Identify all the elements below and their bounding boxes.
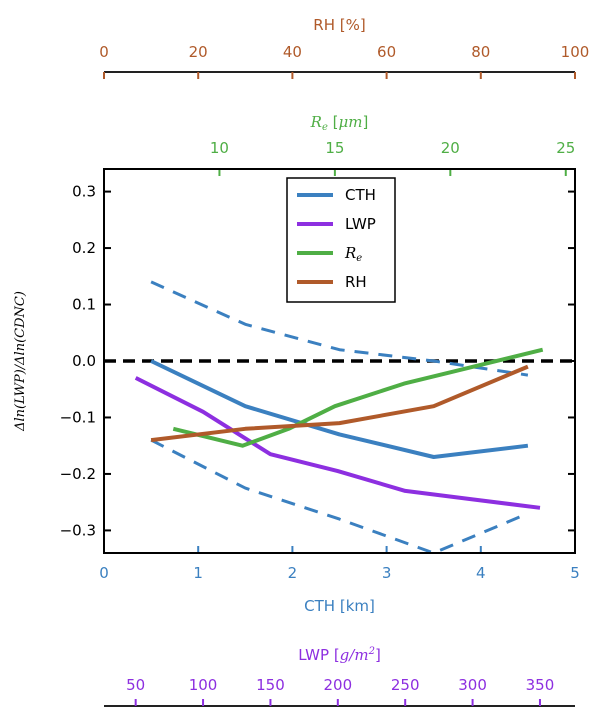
- rh-tick-label: 80: [471, 43, 490, 61]
- cth-tick-label: 4: [476, 564, 486, 582]
- lwp-axis: 50 100 150 200 250 300 350 LWP [g/m2]: [104, 646, 575, 707]
- series-r-e-line: [172, 347, 544, 448]
- re-axis-title: Re [μm]: [310, 113, 369, 133]
- legend-label-lwp: LWP: [345, 215, 376, 233]
- cth-tick-label: 2: [288, 564, 298, 582]
- series-rh-line: [150, 364, 529, 443]
- cth-tick-label: 3: [382, 564, 392, 582]
- y-axis-title: Δln(LWP)/Δln(CDNC): [13, 291, 28, 432]
- re-tick-label: 10: [210, 139, 229, 157]
- re-tick-label: 25: [556, 139, 575, 157]
- y-tick-label: 0.2: [72, 239, 96, 257]
- cth-tick-label: 0: [99, 564, 109, 582]
- legend-label-re: Re: [344, 244, 362, 264]
- lwp-axis-title: LWP [g/m2]: [298, 646, 381, 664]
- axes-layer: 0 20 40 60 80 100 RH [%] 10 15 20 25 Re [μm] 0 1 2 3 4 5 C…: [13, 16, 589, 707]
- series-cth-upper-line: [150, 280, 529, 377]
- legend-label-rh: RH: [345, 273, 367, 291]
- series-layer: [104, 280, 575, 555]
- lwp-tick-label: 350: [526, 676, 555, 694]
- rh-tick-label: 0: [99, 43, 109, 61]
- rh-tick-label: 20: [189, 43, 208, 61]
- rh-tick-label: 100: [561, 43, 590, 61]
- rh-tick-label: 60: [377, 43, 396, 61]
- cth-tick-label: 1: [193, 564, 203, 582]
- lwp-tick-label: 100: [189, 676, 218, 694]
- y-tick-label: −0.2: [60, 465, 96, 483]
- cth-tick-label: 5: [570, 564, 580, 582]
- rh-axis: 0 20 40 60 80 100 RH [%]: [99, 16, 589, 79]
- cth-axis-title: CTH [km]: [304, 597, 375, 615]
- series-cth-line: [150, 359, 529, 459]
- series-lwp-line: [134, 376, 541, 510]
- lwp-tick-label: 50: [126, 676, 145, 694]
- lwp-tick-label: 250: [391, 676, 420, 694]
- y-tick-label: −0.1: [60, 408, 96, 426]
- lwp-tick-label: 300: [458, 676, 487, 694]
- y-tick-label: 0.3: [72, 183, 96, 201]
- series-cth-lower-line: [150, 438, 529, 555]
- rh-axis-title: RH [%]: [313, 16, 365, 34]
- legend: CTH LWP Re RH: [286, 177, 396, 303]
- re-tick-label: 20: [441, 139, 460, 157]
- y-tick-label: 0.1: [72, 296, 96, 314]
- lwp-tick-label: 200: [323, 676, 352, 694]
- y-tick-label: −0.3: [60, 521, 96, 539]
- y-axis: 0.3 0.2 0.1 0.0 −0.1 −0.2 −0.3 Δln(LWP)/Δln(CDN…: [13, 183, 575, 539]
- re-axis: 10 15 20 25 Re [μm]: [210, 113, 575, 176]
- y-tick-label: 0.0: [72, 352, 96, 370]
- legend-label-cth: CTH: [345, 186, 376, 204]
- lwp-tick-label: 150: [256, 676, 285, 694]
- re-tick-label: 15: [325, 139, 344, 157]
- plot-frame: [103, 168, 576, 554]
- cth-axis: 0 1 2 3 4 5 CTH [km]: [99, 546, 580, 615]
- rh-tick-label: 40: [283, 43, 302, 61]
